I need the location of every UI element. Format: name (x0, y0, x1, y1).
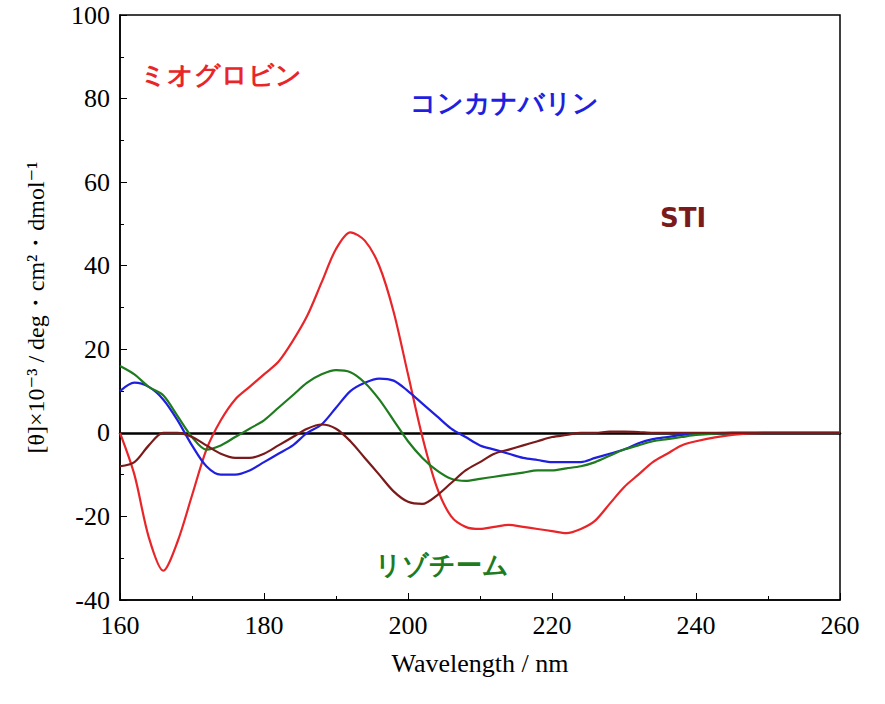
svg-text:リゾチーム: リゾチーム (375, 550, 509, 580)
svg-text:0: 0 (97, 418, 110, 447)
svg-text:STI: STI (660, 203, 706, 233)
svg-text:-20: -20 (75, 502, 110, 531)
svg-text:180: 180 (245, 611, 284, 640)
svg-text:コンカナバリン: コンカナバリン (410, 88, 599, 118)
svg-text:ミオグロビン: ミオグロビン (140, 60, 302, 90)
svg-text:[θ]×10⁻³ / deg・cm²・dmol⁻¹: [θ]×10⁻³ / deg・cm²・dmol⁻¹ (23, 162, 49, 454)
svg-text:240: 240 (677, 611, 716, 640)
svg-text:200: 200 (389, 611, 428, 640)
svg-text:40: 40 (84, 251, 110, 280)
svg-text:160: 160 (101, 611, 140, 640)
svg-text:220: 220 (533, 611, 572, 640)
svg-text:Wavelength / nm: Wavelength / nm (392, 649, 569, 678)
svg-text:20: 20 (84, 335, 110, 364)
svg-text:60: 60 (84, 168, 110, 197)
svg-text:-40: -40 (75, 585, 110, 615)
svg-text:260: 260 (821, 611, 860, 640)
svg-text:80: 80 (84, 84, 110, 113)
svg-text:100: 100 (71, 1, 110, 30)
